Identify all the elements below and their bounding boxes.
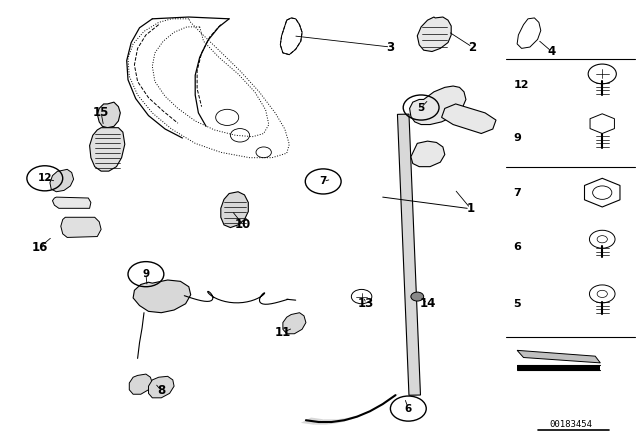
Polygon shape xyxy=(590,114,614,134)
Polygon shape xyxy=(280,18,302,55)
Text: 14: 14 xyxy=(419,297,436,310)
Polygon shape xyxy=(417,17,451,52)
Text: 2: 2 xyxy=(468,40,476,54)
Text: 5: 5 xyxy=(513,299,521,309)
Circle shape xyxy=(411,292,424,301)
Polygon shape xyxy=(133,280,191,313)
Polygon shape xyxy=(517,350,600,363)
Text: 3: 3 xyxy=(387,40,394,54)
Polygon shape xyxy=(352,409,375,419)
Text: 7: 7 xyxy=(513,188,521,198)
Polygon shape xyxy=(326,418,349,425)
Polygon shape xyxy=(339,414,362,423)
Text: 1: 1 xyxy=(467,202,474,215)
Polygon shape xyxy=(410,86,466,125)
Polygon shape xyxy=(411,141,445,167)
Polygon shape xyxy=(378,392,401,407)
Polygon shape xyxy=(148,376,174,398)
Text: 10: 10 xyxy=(235,218,252,232)
Polygon shape xyxy=(221,192,248,228)
Text: 6: 6 xyxy=(513,242,521,252)
Text: 11: 11 xyxy=(275,326,291,339)
Text: 5: 5 xyxy=(417,103,425,112)
Text: 12: 12 xyxy=(38,173,52,183)
Text: 13: 13 xyxy=(358,297,374,310)
Text: 8: 8 xyxy=(157,384,165,397)
Polygon shape xyxy=(90,128,125,171)
Text: 16: 16 xyxy=(31,241,48,254)
Polygon shape xyxy=(365,401,388,414)
Polygon shape xyxy=(283,313,306,334)
Polygon shape xyxy=(517,365,600,370)
Text: 9: 9 xyxy=(513,133,521,143)
Polygon shape xyxy=(129,374,152,394)
Text: 7: 7 xyxy=(319,177,327,186)
Polygon shape xyxy=(52,197,91,208)
Text: 4: 4 xyxy=(548,45,556,58)
Polygon shape xyxy=(517,18,541,48)
Polygon shape xyxy=(301,418,324,425)
Text: 15: 15 xyxy=(93,106,109,120)
Polygon shape xyxy=(50,169,74,192)
Text: 12: 12 xyxy=(513,80,529,90)
Text: 6: 6 xyxy=(404,404,412,414)
Text: 9: 9 xyxy=(142,269,150,279)
Polygon shape xyxy=(61,217,101,237)
Text: 00183454: 00183454 xyxy=(549,420,593,429)
Polygon shape xyxy=(314,419,337,425)
Polygon shape xyxy=(397,114,420,395)
Polygon shape xyxy=(442,104,496,134)
Polygon shape xyxy=(97,102,120,128)
Polygon shape xyxy=(584,178,620,207)
